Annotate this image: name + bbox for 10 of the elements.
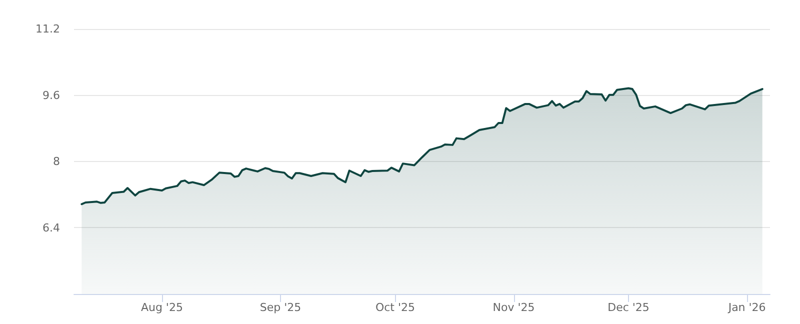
y-tick-label: 6.4 [42, 221, 60, 234]
x-tick-label: Oct '25 [375, 301, 416, 314]
x-tick-label: Sep '25 [260, 301, 302, 314]
x-tick-label: Aug '25 [140, 301, 183, 314]
y-tick-label: 8 [53, 155, 60, 168]
x-tick-label: Jan '26 [727, 301, 766, 314]
x-tick-label: Dec '25 [608, 301, 650, 314]
y-tick-label: 11.2 [36, 22, 60, 36]
x-tick-label: Nov '25 [492, 301, 535, 314]
y-tick-label: 9.6 [42, 88, 60, 102]
